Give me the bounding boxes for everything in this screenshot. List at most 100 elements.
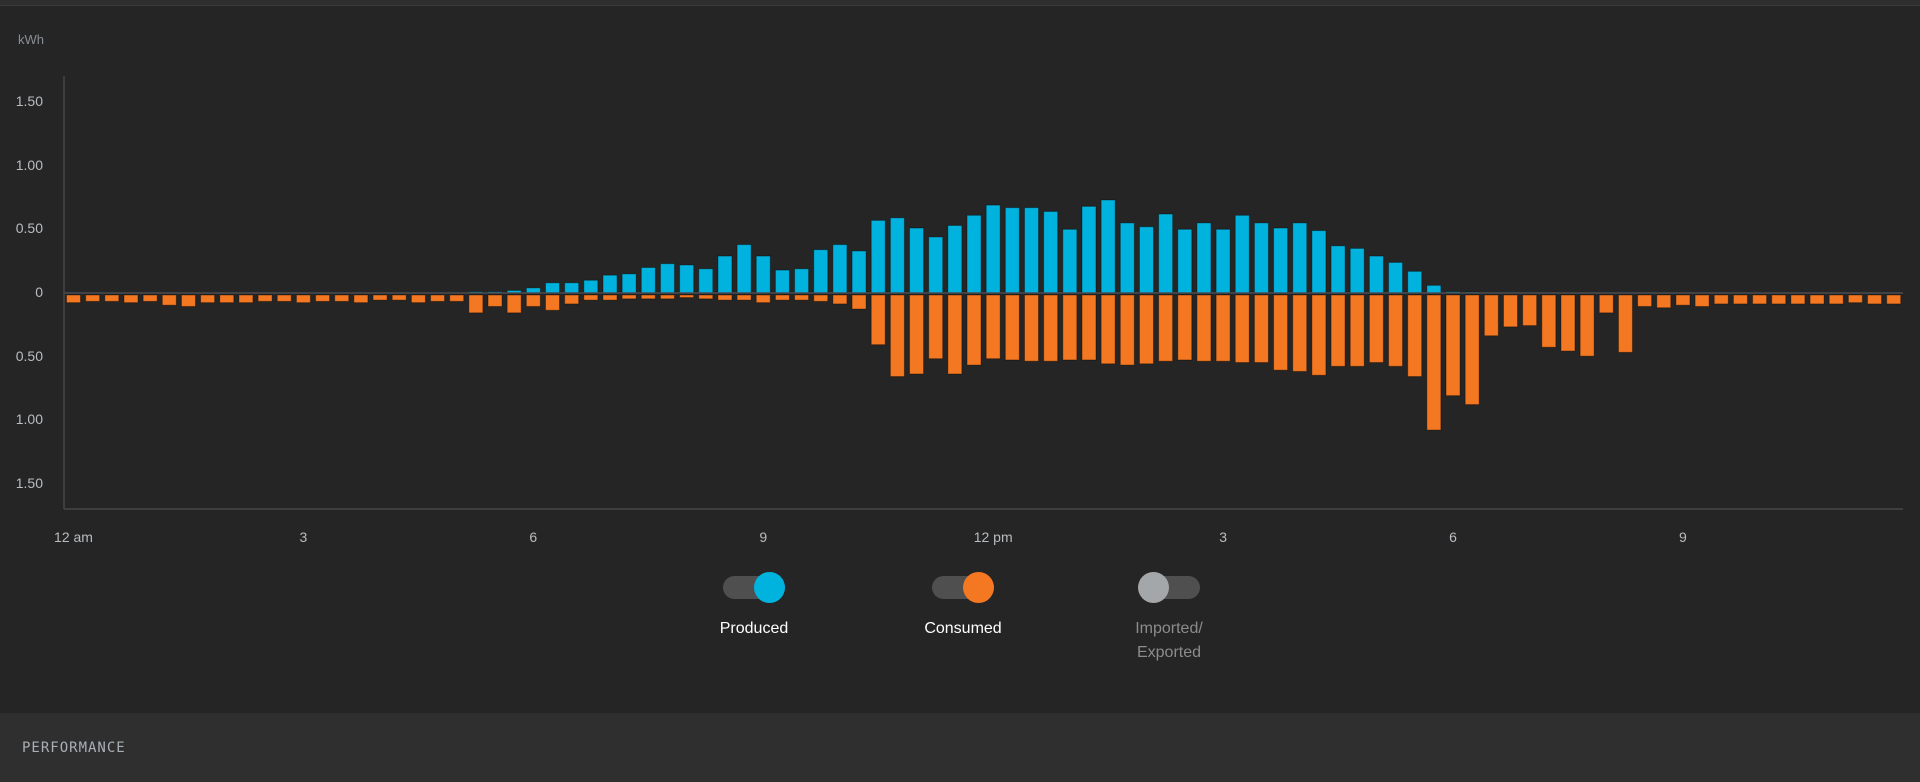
consumed-bar — [889, 294, 905, 378]
legend-label: Imported/Exported — [1089, 617, 1249, 665]
energy-bar-chart — [63, 76, 1903, 510]
x-tick-label: 12 pm — [973, 529, 1013, 545]
consumed-bar — [449, 294, 465, 302]
y-axis-unit: kWh — [18, 32, 44, 47]
toggle-track[interactable] — [1138, 572, 1200, 603]
x-tick-label: 9 — [1679, 529, 1687, 545]
consumed-bar — [832, 294, 848, 305]
performance-section-header[interactable]: PERFORMANCE — [0, 713, 1920, 782]
consumed-bar — [1330, 294, 1346, 367]
produced-bar — [1215, 228, 1231, 294]
consumed-bar — [1196, 294, 1212, 362]
consumed-bar — [1253, 294, 1269, 364]
consumed-bar — [1024, 294, 1039, 362]
legend-label: Produced — [719, 620, 789, 637]
consumed-bar — [870, 294, 886, 346]
produced-bar — [1330, 245, 1346, 294]
produced-bar — [832, 244, 848, 294]
consumed-bar — [1062, 294, 1078, 361]
consumed-bar — [276, 294, 292, 302]
consumed-bar — [602, 294, 618, 301]
produced-bar — [1273, 227, 1289, 294]
x-tick-label: 6 — [1449, 529, 1457, 545]
produced-bar — [1234, 214, 1250, 294]
x-tick-label: 9 — [759, 529, 768, 545]
consumed-bar — [659, 294, 675, 300]
consumed-bar — [1464, 294, 1480, 406]
consumed-bar — [391, 294, 407, 301]
toggle-track[interactable] — [723, 572, 785, 603]
produced-bar — [525, 287, 541, 294]
produced-bar — [794, 268, 810, 294]
produced-bar — [1004, 207, 1020, 294]
produced-bar — [755, 255, 771, 294]
consumed-bar — [142, 294, 158, 302]
consumed-bar — [295, 294, 311, 304]
y-tick-label: 1.00 — [15, 156, 43, 173]
toggle-knob — [963, 572, 994, 603]
consumed-bar — [161, 294, 177, 306]
consumed-bar — [640, 294, 656, 300]
consumed-bar — [410, 294, 426, 304]
consumed-bar — [1560, 294, 1576, 352]
produced-bar — [1253, 222, 1269, 294]
produced-bar — [1368, 255, 1384, 294]
consumed-bar — [794, 294, 810, 301]
consumed-bar — [736, 294, 752, 301]
consumed-bar — [1388, 294, 1404, 367]
consumed-bar — [1004, 294, 1020, 361]
y-tick-label: 1.50 — [15, 475, 43, 492]
consumed-bar — [334, 294, 350, 302]
consumed-bar — [1158, 294, 1174, 362]
y-tick-label: 1.50 — [15, 92, 43, 109]
consumed-bar — [1752, 294, 1768, 305]
consumed-bar — [1119, 294, 1135, 366]
section-title: PERFORMANCE — [22, 740, 126, 756]
consumed-bar — [1273, 294, 1289, 371]
consumed-bar — [774, 294, 790, 301]
consumed-bar — [1617, 294, 1633, 353]
produced-bar — [621, 273, 637, 294]
consumed-bar — [430, 294, 446, 302]
legend-toggle-imported-exported[interactable]: Imported/Exported — [1089, 572, 1249, 665]
y-tick-label: 0 — [35, 284, 43, 300]
consumed-bar — [66, 294, 81, 304]
consumed-bar — [1847, 294, 1863, 304]
produced-bar — [774, 269, 790, 294]
consumed-bar — [564, 294, 580, 305]
consumed-bar — [928, 294, 944, 360]
produced-bar — [909, 227, 925, 294]
produced-bar — [1100, 199, 1116, 294]
legend-toggle-consumed[interactable]: Consumed — [883, 572, 1043, 641]
produced-bar — [1081, 205, 1097, 294]
toggle-track[interactable] — [932, 572, 994, 603]
produced-bar — [1196, 222, 1212, 294]
consumed-bar — [487, 294, 503, 307]
toggle-knob — [754, 572, 785, 603]
consumed-bar — [1368, 294, 1384, 364]
consumed-bar — [525, 294, 541, 307]
consumed-bar — [813, 294, 829, 302]
legend-label: Consumed — [924, 620, 1002, 637]
consumed-bar — [200, 294, 216, 304]
consumed-bar — [1234, 294, 1250, 364]
consumed-bar — [947, 294, 963, 375]
consumed-bar — [1598, 294, 1614, 314]
consumed-bar — [1215, 294, 1231, 362]
legend-label-line1: Imported/ — [1135, 620, 1203, 637]
consumed-bar — [180, 294, 196, 307]
consumed-bar — [1311, 294, 1327, 376]
legend-toggle-produced[interactable]: Produced — [674, 572, 834, 641]
produced-bar — [928, 236, 944, 294]
produced-bar — [985, 204, 1001, 294]
consumed-bar — [468, 294, 484, 314]
produced-bar — [545, 282, 560, 294]
consumed-bar — [1809, 294, 1825, 305]
consumed-bar — [1081, 294, 1097, 361]
consumed-bar — [1771, 294, 1787, 305]
consumed-bar — [1694, 294, 1710, 307]
consumed-bar — [315, 294, 331, 302]
produced-bar — [1024, 207, 1039, 294]
produced-bar — [602, 274, 618, 294]
produced-bar — [1426, 284, 1442, 294]
